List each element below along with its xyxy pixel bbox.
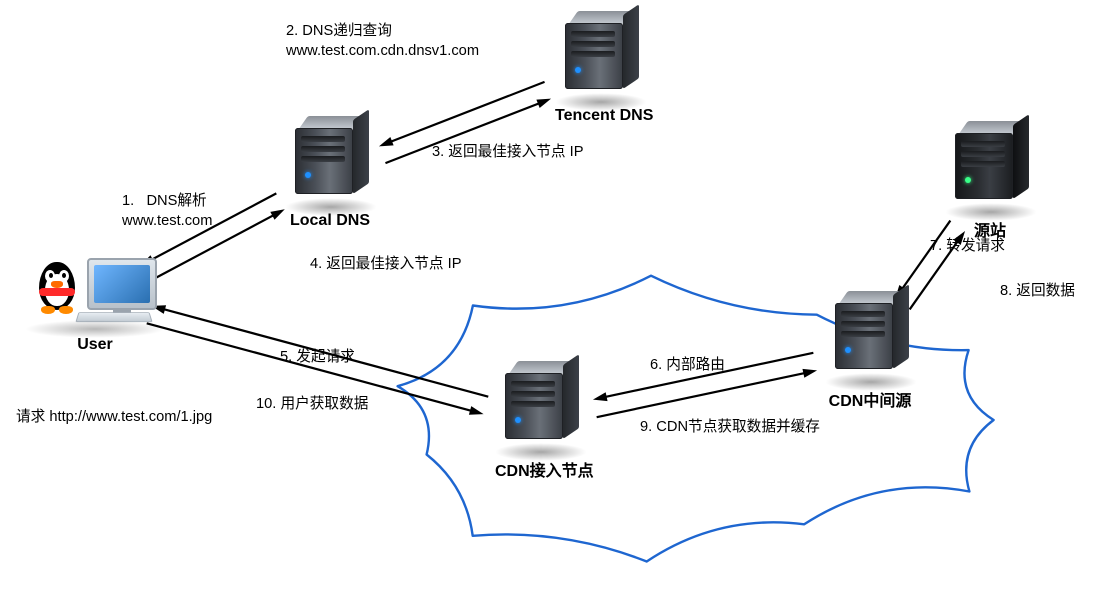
node-cdn-edge: CDN接入节点: [495, 361, 585, 481]
edge-label-e6: 6. 内部路由: [650, 356, 725, 376]
server-icon: [561, 11, 639, 107]
node-user: User: [25, 250, 165, 354]
edge-label-e3: 3. 返回最佳接入节点 IP: [432, 143, 583, 163]
edge-label-e8: 8. 返回数据: [1000, 282, 1075, 302]
edge-e9-head: [593, 392, 608, 401]
edge-label-e5: 5. 发起请求: [280, 348, 355, 368]
server-icon: [501, 361, 579, 457]
edge-e2-head: [536, 99, 551, 108]
edge-e5-head: [469, 406, 484, 415]
edge-label-e9: 9. CDN节点获取数据并缓存: [640, 418, 820, 438]
monitor-icon: [87, 258, 157, 310]
node-tencent-dns: Tencent DNS: [555, 11, 645, 125]
edge-label-e1: 1. DNS解析 www.test.com: [122, 192, 212, 232]
server-icon: [951, 121, 1029, 217]
edge-e6-head: [802, 369, 817, 378]
edge-e3-head: [379, 137, 394, 146]
caption-user-request: 请求 http://www.test.com/1.jpg: [16, 408, 212, 428]
edge-e1-head: [270, 209, 284, 220]
edge-label-e4: 4. 返回最佳接入节点 IP: [310, 255, 461, 275]
edge-e6: [597, 372, 809, 417]
edge-label-e10: 10. 用户获取数据: [256, 395, 368, 415]
edge-label-e2: 2. DNS递归查询 www.test.com.cdn.dnsv1.com: [286, 22, 479, 62]
diagram-stage: User Local DNS Tencent DNS CDN接入节点: [0, 0, 1096, 593]
penguin-icon: [31, 256, 83, 318]
server-icon: [291, 116, 369, 212]
edge-e3: [387, 82, 545, 143]
node-cdn-mid: CDN中间源: [825, 291, 915, 411]
node-user-label: User: [25, 336, 165, 354]
node-origin: 源站: [945, 121, 1035, 241]
edge-label-e7: 7. 转发请求: [930, 237, 1005, 257]
server-icon: [831, 291, 909, 387]
node-local-dns: Local DNS: [285, 116, 375, 230]
